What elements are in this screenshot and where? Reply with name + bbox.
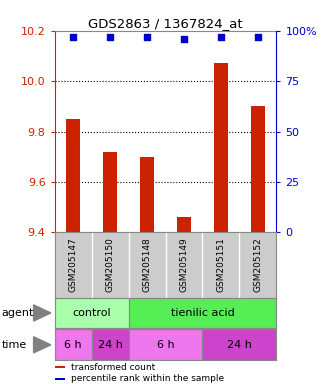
- Bar: [213, 63, 228, 232]
- Text: 24 h: 24 h: [227, 340, 252, 350]
- Bar: [177, 217, 191, 232]
- Text: 24 h: 24 h: [98, 340, 122, 350]
- Text: GSM205152: GSM205152: [254, 238, 262, 292]
- Text: GSM205149: GSM205149: [179, 238, 188, 292]
- Bar: [55, 366, 66, 368]
- Text: GSM205148: GSM205148: [143, 238, 152, 292]
- Text: GSM205151: GSM205151: [216, 238, 225, 292]
- Text: control: control: [72, 308, 111, 318]
- Title: GDS2863 / 1367824_at: GDS2863 / 1367824_at: [88, 17, 243, 30]
- Text: GSM205150: GSM205150: [106, 238, 115, 292]
- Point: [181, 36, 187, 42]
- Bar: [55, 378, 66, 380]
- Text: tienilic acid: tienilic acid: [170, 308, 234, 318]
- Bar: [66, 119, 80, 232]
- Point: [218, 34, 224, 40]
- Point: [255, 34, 260, 40]
- Bar: [128, 329, 203, 360]
- Bar: [103, 152, 118, 232]
- Point: [144, 34, 150, 40]
- Text: 6 h: 6 h: [64, 340, 82, 350]
- Point: [71, 34, 76, 40]
- Bar: [55, 298, 128, 328]
- Bar: [251, 106, 265, 232]
- Polygon shape: [34, 305, 51, 321]
- Text: transformed count: transformed count: [71, 363, 155, 372]
- Bar: [128, 298, 276, 328]
- Bar: [92, 329, 128, 360]
- Bar: [140, 157, 155, 232]
- Text: 6 h: 6 h: [157, 340, 174, 350]
- Bar: [55, 329, 92, 360]
- Point: [107, 34, 113, 40]
- Polygon shape: [34, 337, 51, 353]
- Text: agent: agent: [2, 308, 34, 318]
- Text: time: time: [2, 340, 27, 350]
- Bar: [203, 329, 276, 360]
- Text: GSM205147: GSM205147: [69, 238, 77, 292]
- Text: percentile rank within the sample: percentile rank within the sample: [71, 374, 224, 383]
